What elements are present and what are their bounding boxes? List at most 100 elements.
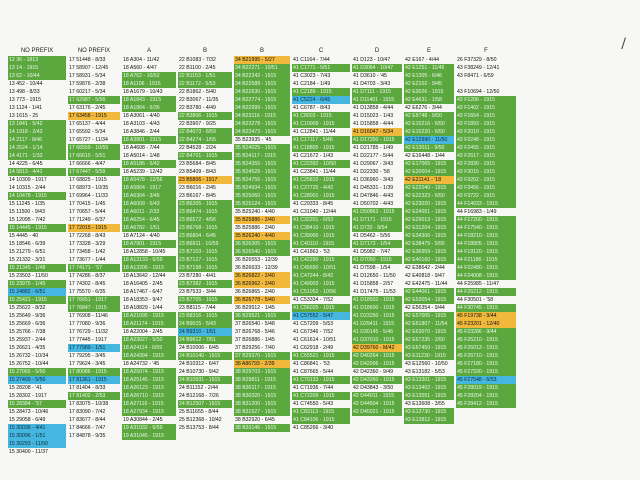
grid-cell: 34 B22774 - 1915 [234,96,290,104]
grid-cell: 42 E38642 - 2/44 [405,265,445,271]
grid-cell: 41 C65521 - 1915 [292,352,350,360]
grid-cell: 34 B22342 - 1915 [234,72,290,80]
grid-cell: 43 F1654 - 1915 [456,112,516,120]
grid-cell: 41 D4703 - 3/43 [353,81,391,87]
grid-cell: 41 C39000 - 1915 [292,232,350,240]
grid-cell: 23 B5684 - 8/45 [179,161,216,167]
grid-cell: 15 26621 - 4/35 [9,345,46,351]
grid-cell: 18 A24114 - 6/59 [122,344,176,352]
grid-cell: 22 B4274 - 1/55 [178,136,232,144]
grid-cell: 43 E13812 - 1915 [404,416,454,424]
grid-cell: 15 25649 - 9/36 [9,313,46,319]
grid-cell: 34 B22588 - 1915 [234,80,290,88]
grid-cell: 41 D18600 - 1915 [352,304,402,312]
grid-cell: 18 A27934 - 1915 [122,408,176,416]
grid-cell: 36 B26865 - 2/40 [235,289,275,295]
grid-cell: 37 B29256 - 7/40 [235,345,275,351]
grid-cell: 38 B29703 - 1915 [234,368,290,376]
grid-cell: 43 F2455 - 1915 [456,144,516,152]
grid-cell: 18 A12858 - 10/45 [123,249,166,255]
grid-cell: 45 F28204 - 1915 [456,392,516,400]
grid-cell: 34 B21995 - 5/27 [234,56,290,64]
grid-cell: 41 D22330 - '58 [353,169,390,175]
grid-cell: 42 D40264 - 1915 [352,352,402,360]
grid-cell: 45 F27548 - 6/53 [456,376,516,384]
grid-cell: 17 76847 - 1915 [68,304,120,312]
grid-cell: 42 E67235 - 2/50 [404,336,454,344]
grid-cell: 12 36 - 1813 [8,56,66,64]
grid-cell: 41 D30145 - 5/46 [352,328,402,336]
column-header: C [318,48,324,54]
grid-cell: 41 C5224 - 6/45 [292,96,350,104]
grid-cell: 43 F3722 - 1915 [456,192,516,200]
grid-cell: 42 E24051 - 1915 [404,208,454,216]
grid-cell: 38 B29811 - 1915 [234,376,290,384]
grid-cell: 41 D21785 - 1/49 [353,145,394,151]
grid-cell: 41 C12841 - 11/44 [293,129,336,135]
grid-cell: 41 C85266 - 3/40 [293,425,334,431]
grid-cell: 43 F2010 - 1915 [456,128,516,136]
data-grid: NO PREFIX 12 36 - 1813 13 14 - 1915 13 62 -… [8,46,578,456]
grid-cell: 43 E67450 - 1915 [404,344,454,352]
grid-cell: 17 59876 - 2/38 [69,81,106,87]
grid-cell: 43 E13182 - 5/53 [405,369,445,375]
grid-cell: 22 B1100 - 2/45 [179,65,216,71]
grid-cell: 42 E22040 - 1915 [404,184,454,192]
grid-cell: 18 A18829 - 1/44 [123,305,163,311]
grid-cell: 42 E20004 - 1915 [404,168,454,176]
grid-cell: 22 B3780 - 4/49 [179,105,216,111]
grid-cell: 41 D22177 - 5/44 [353,153,394,159]
grid-cell: 22 B1153 - 1/51 [178,72,232,80]
grid-cell: 24 B10312 - 6/47 [179,361,219,367]
grid-cell: 22 B4528 - 2/24 [179,145,216,151]
grid-cell: 41 C56025 - 1915 [292,304,350,312]
grid-cell: 37 B26768 - 5/46 [235,329,275,335]
grid-column: E 42 E167 - 4/44 42 E1251 - 11/46 42 E1305 … [404,46,454,456]
grid-cell: 41 D123 - 10/47 [353,57,391,63]
grid-cell: 17 73458 - 1/42 [69,249,106,255]
grid-cell: 43 F8471 - 6/59 [457,73,494,79]
grid-cell: 22 B4701 - 1915 [178,152,232,160]
grid-cell: 41 D23250 - 1915 [352,312,402,320]
grid-cell: 41 C49003 - 1915 [292,280,350,288]
grid-cell: 18 A18353 - 9/47 [123,297,163,303]
grid-cell: 41 C45650 - 10/51 [292,264,350,272]
grid-cell: 15 30293 - 11/50 [8,440,66,448]
grid-cell: 19 A31045 - 1915 [122,432,176,440]
grid-cell: 15 30096 - 1/51 [8,432,66,440]
grid-cell: 17 84666 - 7/47 [69,425,106,431]
grid-cell: 41 D15858 - 2/57 [353,281,394,287]
grid-cell: 15 30400 - 11/37 [9,449,48,455]
grid-cell: 18 A13133 - 6/59 [122,256,176,264]
grid-cell: 45 F19738 - 9/44 [456,312,516,320]
grid-cell: 14 4225 - 6/45 [9,161,43,167]
grid-cell: 18 A27116 - 1915 [122,400,176,408]
grid-cell: 36 B26822 - 2/40 [234,272,290,280]
grid-cell: 17 81361 - 1915 [68,376,120,384]
grid-cell: 41 C29333 - 8/45 [293,201,334,207]
grid-cell: 15 11500 - 9/43 [9,209,45,215]
grid-cell: 14 1918 - 2/43 [8,128,66,136]
grid-cell: 13 773 - 1915 [9,97,42,103]
grid-cell: 38 B30117 - 1915 [234,384,290,392]
grid-cell: 17 77989 - 1/51 [68,344,120,352]
grid-cell: 17 73328 - 3/29 [69,241,106,247]
grid-cell: 23 B7127 - 1915 [178,256,232,264]
grid-cell: 42 E38479 - 5/55 [404,240,454,248]
grid-cell: 41 D3610 - '45 [353,73,387,79]
grid-cell: 22 B3067 - 11/35 [179,97,219,103]
grid-cell: 15 23503 - 11/50 [9,273,48,279]
grid-cell: 42 E34306 - 1915 [404,232,454,240]
grid-cell: 44 F21186 - 1915 [456,256,516,264]
grid-cell: 42 E61807 - 11/54 [404,320,454,328]
margin-mark: / [621,36,626,52]
grid-cell: 41 C21672 - 1/43 [293,153,334,159]
grid-cell: 15 25622 - 8/32 [9,305,46,311]
grid-cell: 18 A21174 - 1915 [122,320,176,328]
grid-cell: 41 D17475 - 11/53 [353,289,396,295]
column-header: B [202,48,207,54]
grid-cell: 18 A1864 - 5/36 [122,104,176,112]
grid-cell: 18 A25145 - 1915 [122,376,176,384]
column-header: D [374,48,380,54]
grid-cell: 43 E11230 - 1915 [404,352,454,360]
